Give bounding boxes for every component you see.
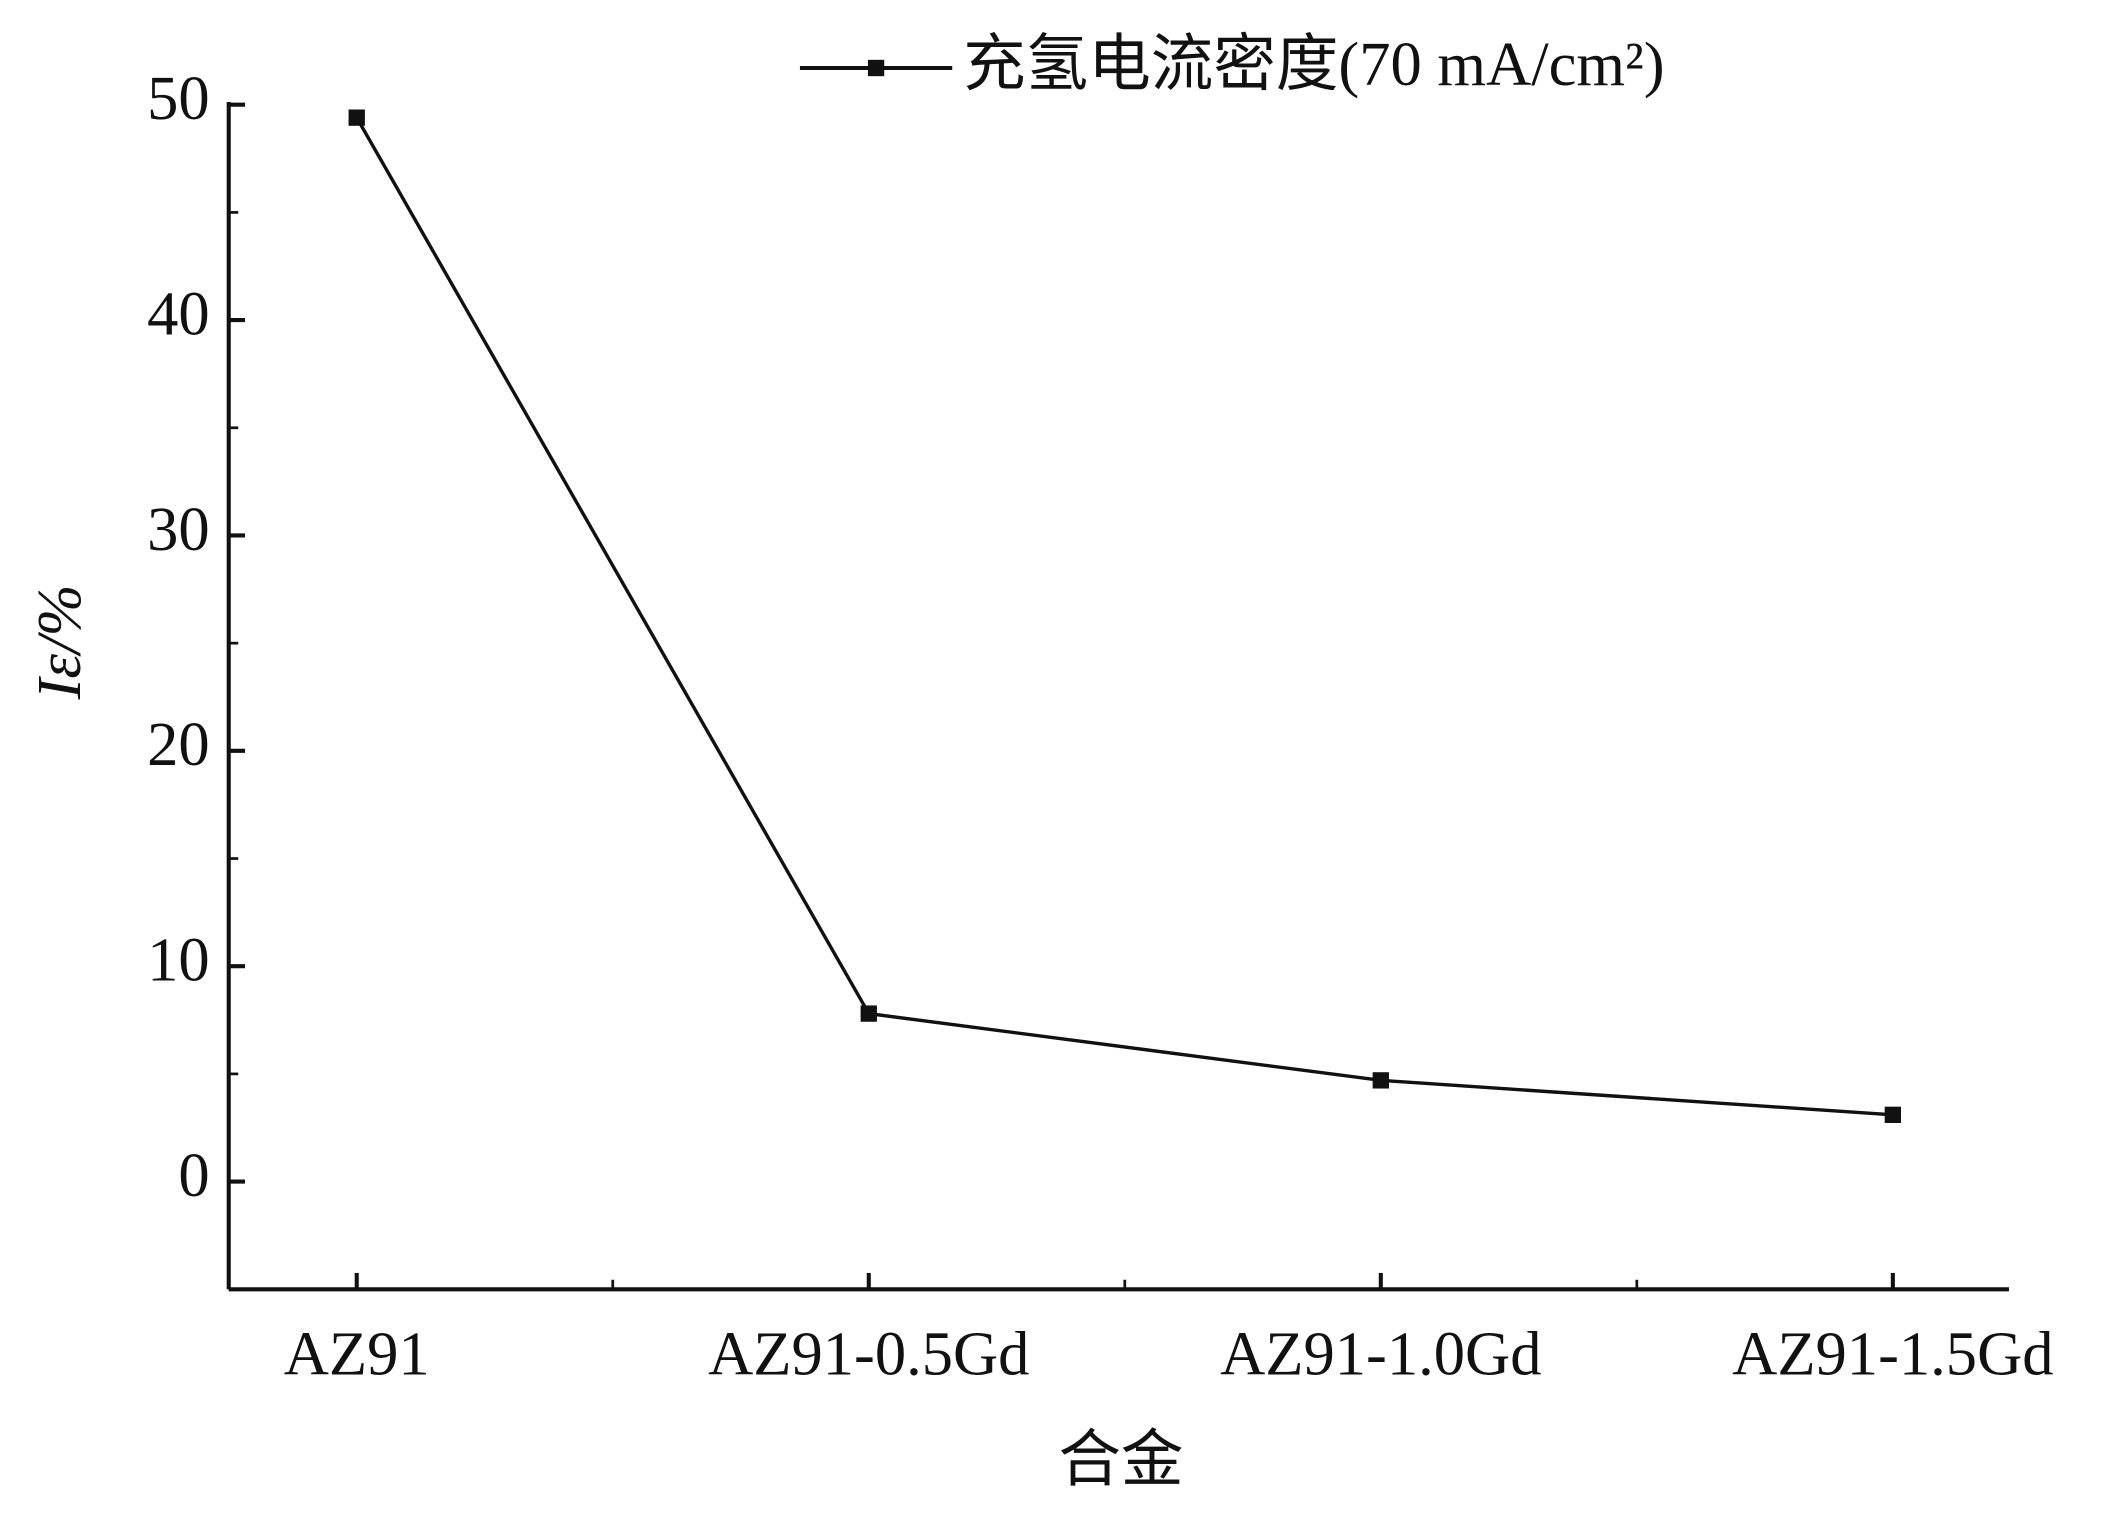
data-point <box>1884 1106 1902 1123</box>
x-tick-label: AZ91-1.5Gd <box>1732 1318 2053 1388</box>
y-tick-label: 20 <box>147 709 210 779</box>
y-tick-label: 50 <box>147 63 210 133</box>
series-line <box>355 116 1893 1117</box>
data-point <box>1372 1072 1389 1089</box>
data-point <box>348 109 365 126</box>
y-tick-label: 40 <box>147 278 210 348</box>
legend-label: 充氢电流密度(70 mA/cm²) <box>963 29 1665 99</box>
y-tick-label: 30 <box>147 494 210 564</box>
x-tick-label: AZ91-0.5Gd <box>708 1318 1029 1388</box>
y-tick-label: 10 <box>147 925 210 995</box>
x-tick-label: AZ91-1.0Gd <box>1220 1318 1541 1388</box>
y-tick-label: 0 <box>178 1140 209 1210</box>
x-tick-label: AZ91 <box>284 1318 430 1388</box>
x-axis-label: 合金 <box>1058 1424 1183 1494</box>
legend-marker <box>867 59 885 77</box>
y-axis-label: Iε/% <box>24 584 94 700</box>
data-point <box>860 1005 877 1022</box>
